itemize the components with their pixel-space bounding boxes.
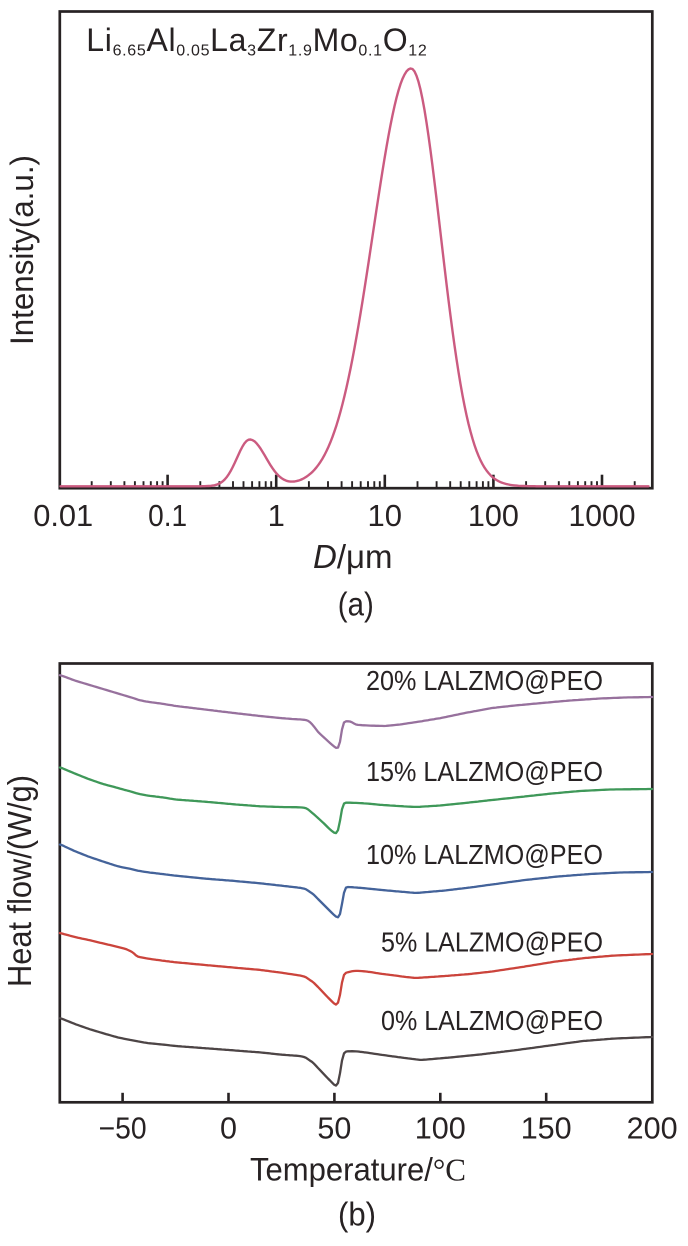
svg-text:D/μm: D/μm bbox=[313, 538, 393, 575]
svg-text:0.01: 0.01 bbox=[33, 498, 93, 533]
svg-text:1000: 1000 bbox=[569, 498, 636, 533]
svg-text:0: 0 bbox=[220, 1112, 237, 1146]
svg-text:20% LALZMO@PEO: 20% LALZMO@PEO bbox=[366, 665, 603, 696]
svg-text:10% LALZMO@PEO: 10% LALZMO@PEO bbox=[366, 839, 603, 870]
svg-text:100: 100 bbox=[415, 1112, 466, 1146]
svg-text:10: 10 bbox=[368, 498, 402, 533]
svg-text:150: 150 bbox=[521, 1112, 572, 1146]
svg-text:1: 1 bbox=[268, 498, 285, 533]
svg-text:(a): (a) bbox=[338, 586, 374, 623]
svg-text:(b): (b) bbox=[338, 1196, 376, 1233]
svg-text:50: 50 bbox=[317, 1112, 351, 1146]
svg-text:Temperature/°C: Temperature/°C bbox=[250, 1152, 466, 1188]
svg-text:Heat flow/(W/g): Heat flow/(W/g) bbox=[1, 775, 38, 987]
svg-text:0.1: 0.1 bbox=[148, 498, 187, 533]
svg-text:0% LALZMO@PEO: 0% LALZMO@PEO bbox=[381, 1005, 603, 1036]
svg-text:100: 100 bbox=[468, 498, 519, 533]
svg-text:Intensity(a.u.): Intensity(a.u.) bbox=[4, 155, 40, 345]
svg-text:200: 200 bbox=[627, 1112, 678, 1146]
svg-text:−50: −50 bbox=[99, 1112, 147, 1146]
svg-text:15% LALZMO@PEO: 15% LALZMO@PEO bbox=[366, 756, 603, 787]
svg-text:5% LALZMO@PEO: 5% LALZMO@PEO bbox=[381, 926, 603, 957]
